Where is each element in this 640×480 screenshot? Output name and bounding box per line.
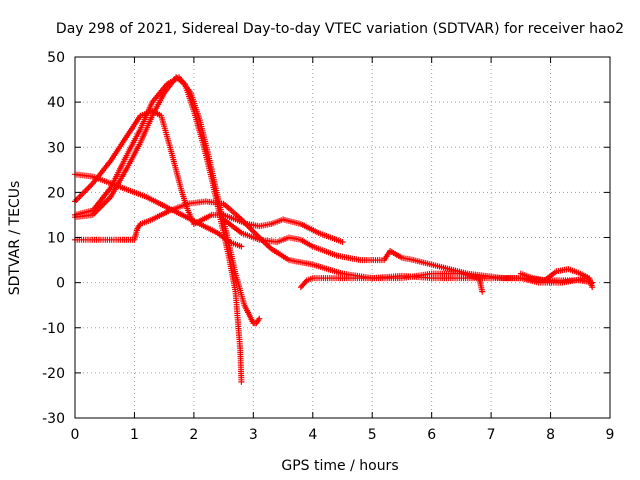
axis-ticks: 0 1 2 3 4 5 6 7 8 9 -30 -20 -10 0 10 20 30 40 50 [42,50,614,443]
x-tick-label: 9 [606,427,615,443]
y-tick-label: 30 [47,140,65,156]
data-series [72,74,596,385]
series-markers [72,74,263,327]
x-tick-label: 4 [308,427,317,443]
x-tick-label: 2 [189,427,198,443]
series-arc-7 [297,270,486,295]
series-markers [72,198,596,286]
x-axis-label: GPS time / hours [281,458,398,474]
x-tick-label: 1 [130,427,139,443]
chart-title: Day 298 of 2021, Sidereal Day-to-day VTE… [56,21,624,37]
series-arc-2 [72,74,245,385]
y-tick-label: -30 [42,411,65,427]
y-axis-label: SDTVAR / TECUs [7,181,23,296]
series-arc-3 [72,74,263,327]
x-tick-label: 3 [249,427,258,443]
x-tick-label: 6 [427,427,436,443]
y-tick-label: 10 [47,231,65,247]
series-markers [72,74,245,385]
y-tick-label: 50 [47,50,65,66]
y-tick-label: 0 [56,276,65,292]
series-arc-5 [72,198,596,286]
series-arc-8 [517,266,596,291]
x-tick-label: 7 [487,427,496,443]
x-tick-label: 8 [546,427,555,443]
y-tick-label: 20 [47,185,65,201]
y-tick-label: -20 [42,366,65,382]
x-tick-label: 0 [71,427,80,443]
y-tick-label: -10 [42,321,65,337]
x-tick-label: 5 [368,427,377,443]
y-tick-label: 40 [47,95,65,111]
series-markers [297,270,486,295]
series-markers [517,266,596,291]
